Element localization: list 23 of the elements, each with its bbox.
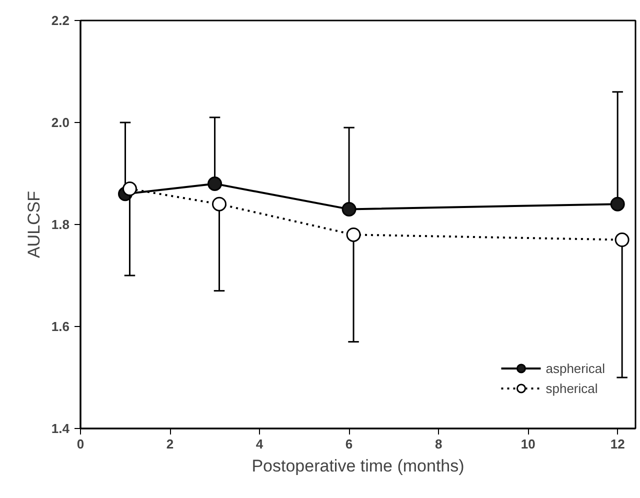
point	[346, 227, 361, 242]
point	[342, 202, 356, 216]
x-tick-label: 0	[76, 436, 84, 452]
legend-label: aspherical	[546, 360, 605, 376]
x-tick-label: 10	[520, 436, 536, 452]
y-tick-label: 2.2	[51, 13, 70, 28]
y-axis-title: AULCSF	[24, 190, 44, 258]
point	[208, 176, 222, 191]
x-axis-title: Postoperative time (months)	[252, 456, 464, 476]
point	[614, 232, 630, 248]
x-tick-label: 6	[345, 436, 353, 452]
point	[212, 196, 226, 212]
y-tick-label: 2.0	[51, 115, 70, 130]
legend-label: spherical	[546, 380, 598, 396]
y-tick-label: 1.6	[51, 319, 70, 334]
x-tick-label: 2	[166, 436, 174, 452]
y-tick-label: 1.4	[51, 421, 70, 436]
x-tick-label: 8	[434, 436, 442, 452]
y-tick-label: 1.8	[51, 217, 70, 232]
point	[122, 182, 137, 196]
x-tick-label: 12	[610, 436, 625, 452]
x-tick-label: 4	[256, 436, 264, 452]
point	[610, 196, 625, 212]
